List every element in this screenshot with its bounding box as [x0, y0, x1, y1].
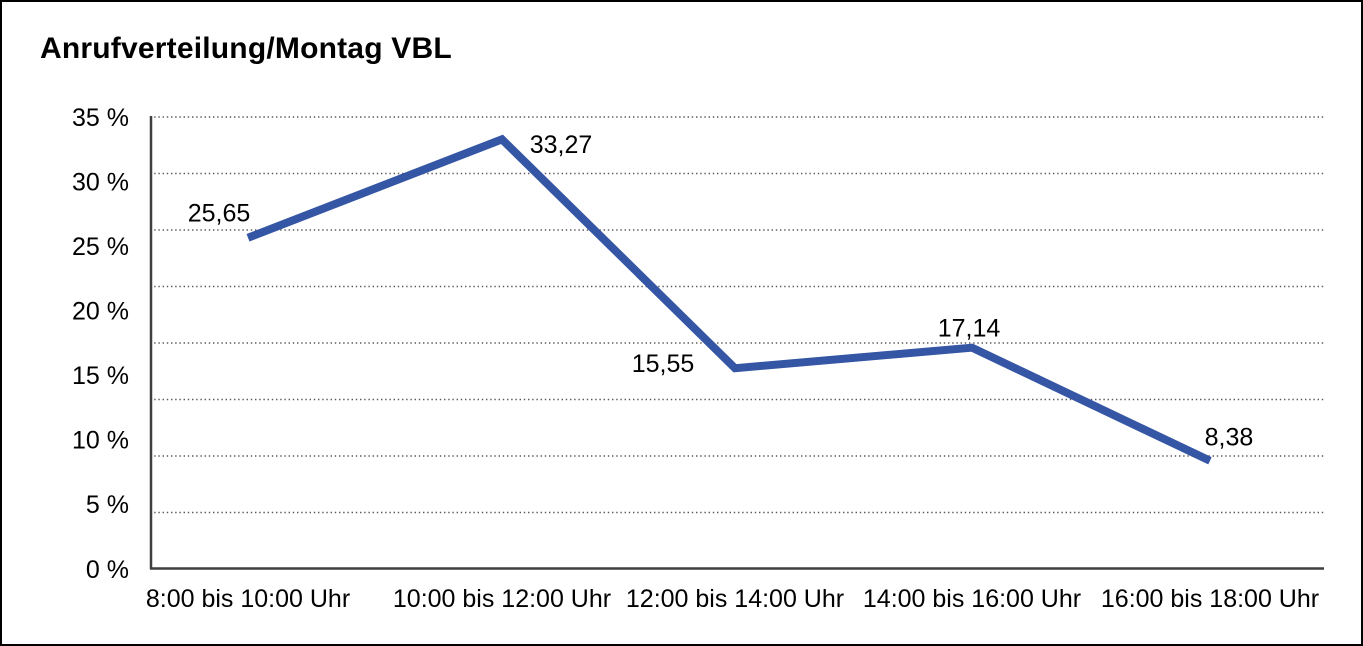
x-axis-label: 8:00 bis 10:00 Uhr — [146, 585, 350, 613]
x-axis-label: 12:00 bis 14:00 Uhr — [626, 585, 844, 613]
y-tick-label: 10 % — [72, 427, 129, 455]
value-label: 17,14 — [938, 314, 1001, 342]
data-line — [246, 134, 1212, 465]
y-tick-label: 35 % — [72, 104, 129, 132]
x-axis-label: 14:00 bis 16:00 Uhr — [863, 585, 1081, 613]
value-label: 8,38 — [1205, 424, 1254, 452]
x-axis-label: 16:00 bis 18:00 Uhr — [1101, 585, 1319, 613]
value-label: 25,65 — [188, 199, 251, 227]
y-tick-label: 15 % — [72, 362, 129, 390]
y-tick-label: 30 % — [72, 168, 129, 196]
value-label: 33,27 — [530, 131, 593, 159]
x-axis-label: 10:00 bis 12:00 Uhr — [393, 585, 611, 613]
y-tick-label: 5 % — [86, 491, 129, 519]
y-tick-label: 25 % — [72, 233, 129, 261]
y-tick-label: 0 % — [86, 556, 129, 584]
chart-title: Anrufverteilung/Montag VBL — [40, 32, 452, 65]
y-tick-label: 20 % — [72, 297, 129, 325]
value-label: 15,55 — [632, 350, 695, 378]
